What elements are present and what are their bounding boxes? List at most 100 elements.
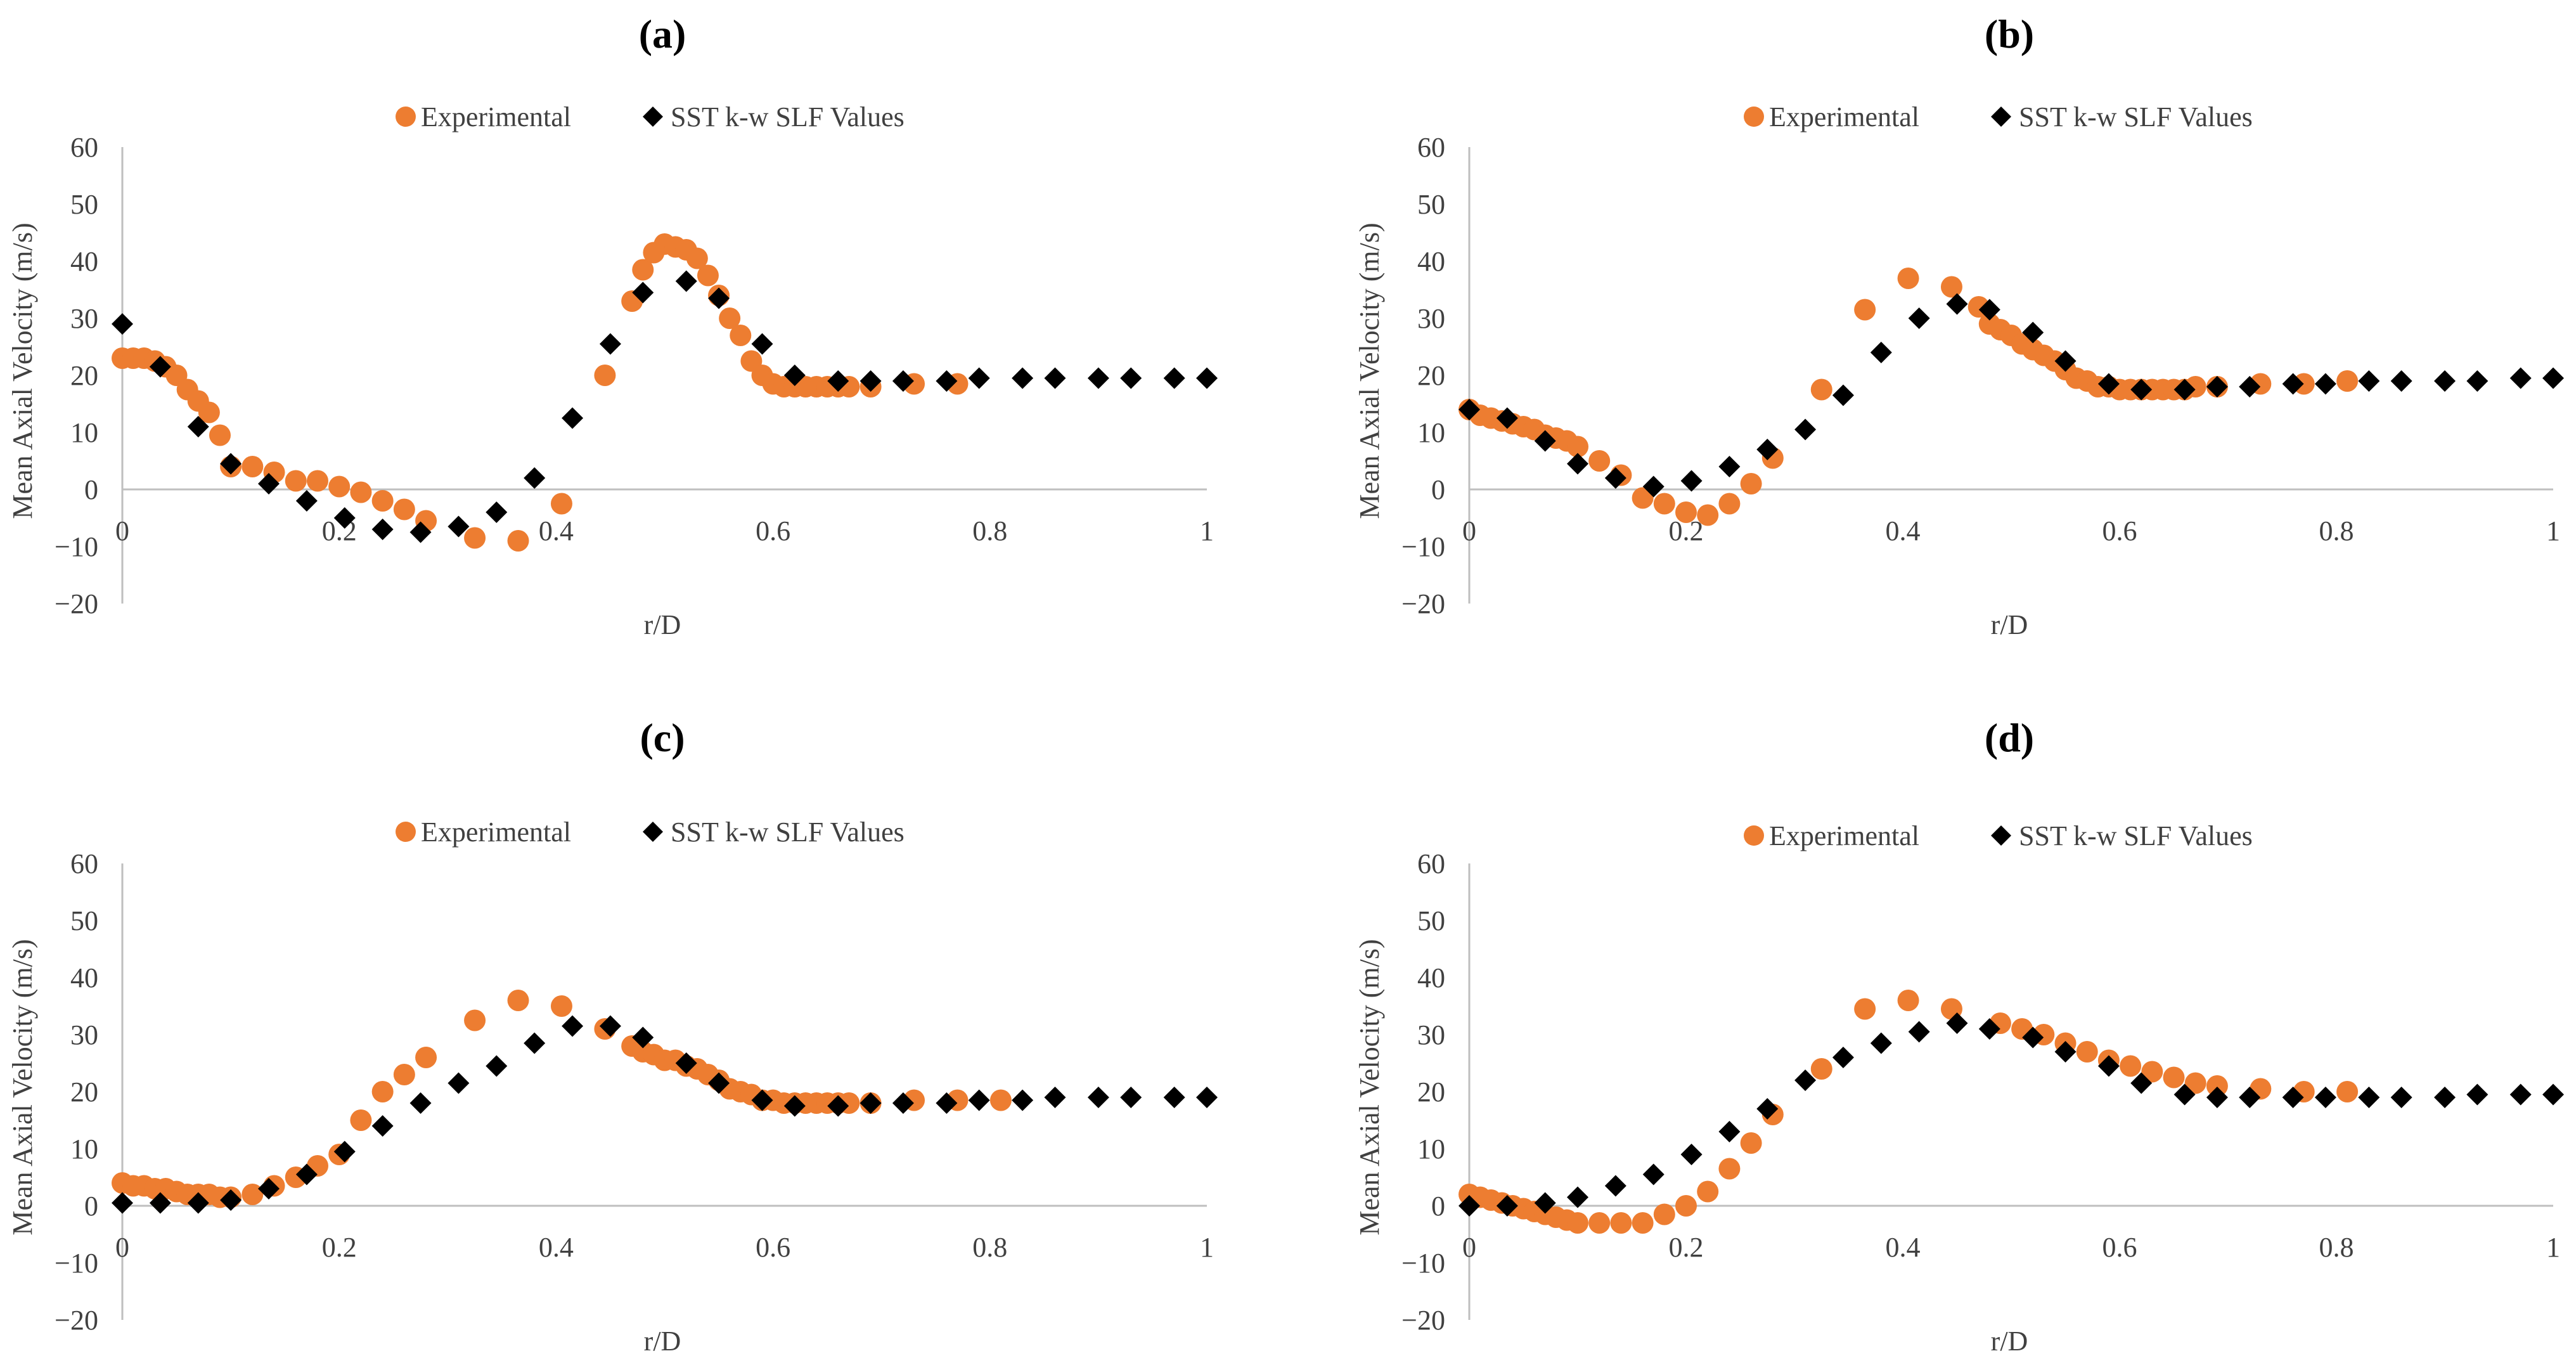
data-marks <box>112 233 1218 552</box>
sst-point <box>1756 439 1779 460</box>
sst-point <box>968 1089 990 1111</box>
sst-point <box>1012 1089 1034 1111</box>
experimental-point <box>989 1089 1012 1111</box>
experimental-point <box>1810 1058 1832 1080</box>
sst-point <box>708 287 730 309</box>
sst-point <box>112 1192 133 1214</box>
sst-point <box>1794 418 1817 441</box>
y-tick-label: 40 <box>1417 246 1445 277</box>
sst-point <box>2466 370 2489 392</box>
x-tick-label: 0.4 <box>539 515 574 546</box>
experimental-point <box>242 456 264 477</box>
experimental-point <box>1632 1212 1654 1234</box>
sst-point <box>1908 307 1930 329</box>
sst-point <box>1718 1121 1741 1142</box>
sst-point <box>860 370 882 392</box>
sst-point <box>1978 299 2000 321</box>
sst-point <box>751 333 773 355</box>
experimental-point <box>1718 493 1741 515</box>
sst-point <box>295 1163 318 1186</box>
x-tick-label: 0.8 <box>972 515 1007 546</box>
experimental-point <box>285 470 307 492</box>
y-tick-label: 60 <box>1417 132 1445 163</box>
experimental-point <box>1854 998 1876 1020</box>
experimental-point <box>719 307 741 329</box>
sst-point <box>333 507 356 529</box>
sst-point <box>562 407 584 429</box>
sst-point <box>1794 1070 1817 1091</box>
experimental-point <box>242 1184 264 1205</box>
sst-point <box>2314 373 2336 395</box>
sst-point <box>599 1015 621 1037</box>
sst-point <box>1087 367 1109 389</box>
y-tick-label: 40 <box>1417 962 1445 993</box>
y-tick-label: 20 <box>70 1076 98 1108</box>
sst-point <box>1534 1192 1556 1214</box>
sst-point <box>2542 1083 2564 1106</box>
sst-point <box>1832 1047 1854 1068</box>
x-tick-label: 0.4 <box>1886 1232 1921 1263</box>
sst-point <box>1604 1175 1626 1197</box>
experimental-point <box>464 527 486 549</box>
y-tick-label: 30 <box>1417 1019 1445 1050</box>
experimental-point <box>350 1109 372 1131</box>
sst-point <box>892 1092 914 1114</box>
sst-point <box>1604 467 1626 489</box>
sst-point <box>1120 1087 1142 1108</box>
sst-point <box>1120 367 1142 389</box>
sst-point <box>2434 370 2456 392</box>
experimental-point <box>393 1064 415 1085</box>
experimental-point <box>1810 378 1832 401</box>
x-axis-title: r/D <box>644 609 681 640</box>
y-tick-label: 30 <box>1417 303 1445 334</box>
legend-sst-marker <box>1991 107 2011 127</box>
experimental-point <box>2206 1075 2228 1097</box>
experimental-point <box>730 325 752 346</box>
y-tick-label: 0 <box>84 1191 98 1222</box>
experimental-point <box>2141 1061 2163 1083</box>
y-tick-label: −20 <box>1401 588 1445 619</box>
experimental-point <box>393 498 415 520</box>
legend-experimental-marker <box>1744 107 1764 127</box>
y-tick-label: 60 <box>70 848 98 879</box>
panel-title: (d) <box>1985 715 2034 760</box>
sst-point <box>1870 1032 1892 1054</box>
y-tick-label: 40 <box>70 246 98 277</box>
sst-point <box>1044 367 1066 389</box>
sst-point <box>2239 1087 2261 1108</box>
x-tick-label: 0.8 <box>2319 1232 2354 1263</box>
legend-experimental-label: Experimental <box>1769 101 1919 132</box>
x-tick-label: 0.6 <box>756 1232 790 1263</box>
x-tick-label: 1 <box>1200 1232 1214 1263</box>
experimental-point <box>507 990 529 1011</box>
experimental-point <box>2163 1066 2185 1089</box>
sst-point <box>257 1178 280 1199</box>
sst-point <box>409 1092 432 1114</box>
y-tick-label: 50 <box>70 189 98 220</box>
y-tick-label: 20 <box>1417 360 1445 391</box>
sst-point <box>371 519 394 540</box>
sst-point <box>1196 1087 1218 1108</box>
experimental-point <box>2336 1081 2359 1102</box>
sst-point <box>257 473 280 494</box>
y-tick-label: 30 <box>70 1019 98 1050</box>
legend-sst-label: SST k-w SLF Values <box>2019 820 2253 851</box>
x-tick-label: 0.6 <box>2103 515 2137 546</box>
legend-sst-label: SST k-w SLF Values <box>2019 101 2253 132</box>
y-tick-label: 50 <box>70 905 98 936</box>
sst-point <box>295 490 318 512</box>
x-tick-label: 0 <box>1462 1232 1476 1263</box>
panel-title: (b) <box>1985 11 2034 56</box>
legend-experimental-label: Experimental <box>1769 820 1919 851</box>
sst-point <box>1044 1087 1066 1108</box>
legend-experimental-label: Experimental <box>421 101 571 132</box>
y-tick-label: 60 <box>1417 848 1445 879</box>
legend-sst-marker <box>643 107 663 127</box>
y-tick-label: −10 <box>1401 1248 1445 1279</box>
sst-point <box>2358 1087 2380 1108</box>
sst-point <box>2054 350 2077 372</box>
experimental-point <box>1653 1203 1675 1225</box>
experimental-point <box>2293 373 2315 395</box>
